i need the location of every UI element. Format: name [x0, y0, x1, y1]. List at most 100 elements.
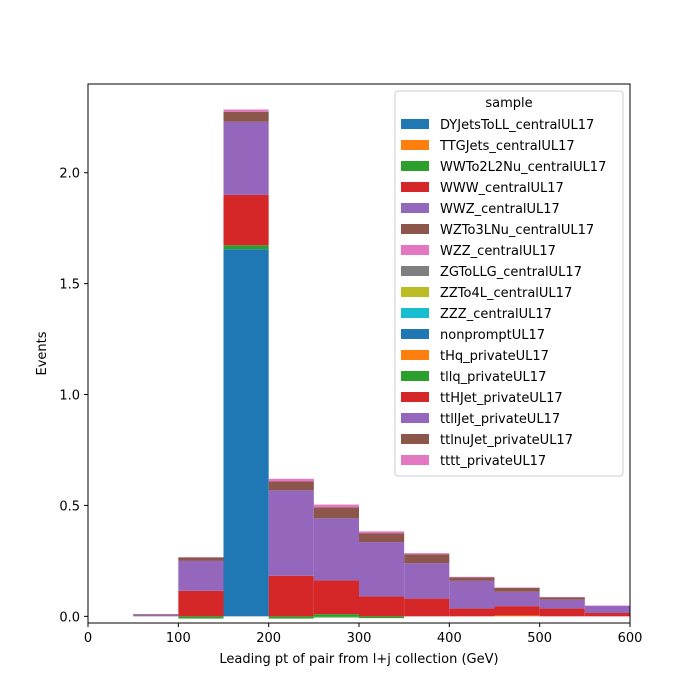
- legend-label: ZZTo4L_centralUL17: [440, 286, 572, 301]
- y-tick-label: 0.5: [59, 499, 80, 514]
- bar-WWZ_centralUL17-bin-0: [133, 614, 179, 617]
- bar-WZZ_centralUL17-bin-5: [359, 531, 405, 534]
- legend-swatch: [401, 266, 429, 276]
- legend-label: ttllJet_privateUL17: [440, 412, 560, 427]
- bar-WZTo3LNu_centralUL17-bin-4: [313, 507, 359, 519]
- bar-WZTo3LNu_centralUL17-bin-5: [359, 533, 405, 543]
- legend-label: WWW_centralUL17: [440, 181, 564, 196]
- x-tick-label: 500: [527, 631, 552, 646]
- bar-WWW_centralUL17-bin-2: [223, 194, 269, 246]
- legend-label: tHq_privateUL17: [440, 349, 549, 364]
- legend-swatch: [401, 203, 429, 213]
- bar-WWW_centralUL17-bin-1: [178, 590, 224, 617]
- bar-negative-bin-1: [178, 616, 224, 619]
- x-tick-label: 100: [166, 631, 191, 646]
- bar-WZZ_centralUL17-bin-2: [223, 109, 269, 112]
- bar-WWZ_centralUL17-bin-6: [404, 563, 450, 599]
- bar-WWW_centralUL17-bin-6: [404, 598, 450, 617]
- legend-swatch: [401, 224, 429, 234]
- bar-WWZ_centralUL17-bin-4: [313, 518, 359, 581]
- legend-label: WWZ_centralUL17: [440, 202, 560, 217]
- legend-swatch: [401, 434, 429, 444]
- stacked-bars: [133, 109, 630, 619]
- bar-WWW_centralUL17-bin-5: [359, 596, 405, 617]
- bar-WZTo3LNu_centralUL17-bin-6: [404, 554, 450, 564]
- bar-WWZ_centralUL17-bin-9: [539, 599, 585, 609]
- bar-DYJetsToLL_centralUL17-bin-2: [223, 249, 269, 617]
- legend-label: WWTo2L2Nu_centralUL17: [440, 160, 606, 175]
- bar-WWW_centralUL17-bin-10: [584, 613, 630, 617]
- legend-label: DYJetsToLL_centralUL17: [440, 118, 594, 133]
- bar-WWZ_centralUL17-bin-10: [584, 605, 630, 614]
- legend-label: ttHJet_privateUL17: [440, 391, 563, 406]
- bar-negative-bin-5: [359, 616, 405, 619]
- bar-WZTo3LNu_centralUL17-bin-2: [223, 111, 269, 122]
- legend-label: ZGToLLG_centralUL17: [440, 265, 582, 280]
- legend-swatch: [401, 119, 429, 129]
- x-tick-label: 600: [618, 631, 643, 646]
- y-tick-label: 2.0: [59, 167, 80, 182]
- x-axis-ticks: 0 100 200 300 400 500 600: [84, 623, 643, 646]
- legend-swatch: [401, 371, 429, 381]
- legend-label: ttlnuJet_privateUL17: [440, 433, 573, 448]
- legend-label: tllq_privateUL17: [440, 370, 546, 385]
- legend-label: tttt_privateUL17: [440, 454, 546, 469]
- bar-WWZ_centralUL17-bin-8: [494, 591, 540, 607]
- legend-swatch: [401, 308, 429, 318]
- bar-WWW_centralUL17-bin-3: [268, 575, 314, 617]
- bar-WWZ_centralUL17-bin-2: [223, 121, 269, 195]
- bar-WZZ_centralUL17-bin-3: [268, 478, 314, 482]
- x-tick-label: 300: [347, 631, 372, 646]
- x-axis-label: Leading pt of pair from l+j collection (…: [219, 652, 498, 667]
- legend-swatch: [401, 140, 429, 150]
- legend-label: WZTo3LNu_centralUL17: [440, 223, 594, 238]
- legend-swatch: [401, 350, 429, 360]
- bar-WWTo2L2Nu_centralUL17-bin-2: [223, 245, 269, 250]
- bar-WWZ_centralUL17-bin-7: [449, 580, 495, 609]
- legend-swatch: [401, 392, 429, 402]
- bar-WZTo3LNu_centralUL17-bin-9: [539, 597, 585, 600]
- legend-swatch: [401, 329, 429, 339]
- legend-label: TTGJets_centralUL17: [439, 139, 575, 154]
- bar-WWZ_centralUL17-bin-5: [359, 542, 405, 597]
- bar-WZTo3LNu_centralUL17-bin-0: [133, 614, 179, 615]
- legend-swatch: [401, 455, 429, 465]
- legend-swatch: [401, 413, 429, 423]
- bar-WWZ_centralUL17-bin-3: [268, 490, 314, 576]
- legend-swatch: [401, 287, 429, 297]
- bar-WWZ_centralUL17-bin-1: [178, 560, 224, 591]
- bar-WWW_centralUL17-bin-9: [539, 608, 585, 617]
- y-axis-label: Events: [35, 331, 50, 375]
- y-tick-label: 0.0: [59, 610, 80, 625]
- legend-label: WZZ_centralUL17: [440, 244, 556, 259]
- bar-WWW_centralUL17-bin-8: [494, 606, 540, 616]
- legend-swatch: [401, 161, 429, 171]
- bar-TTGJets_centralUL17-bin-8: [494, 615, 540, 617]
- legend-label: ZZZ_centralUL17: [440, 307, 552, 322]
- legend-swatch: [401, 182, 429, 192]
- x-tick-label: 0: [84, 631, 92, 646]
- bar-WZTo3LNu_centralUL17-bin-8: [494, 587, 540, 592]
- bar-WZTo3LNu_centralUL17-bin-3: [268, 481, 314, 491]
- y-tick-label: 1.0: [59, 389, 80, 404]
- legend-items: DYJetsToLL_centralUL17 TTGJets_centralUL1…: [401, 118, 606, 469]
- bar-WZZ_centralUL17-bin-4: [313, 504, 359, 508]
- legend: sample DYJetsToLL_centralUL17 TTGJets_cen…: [394, 90, 624, 477]
- bar-WWW_centralUL17-bin-7: [449, 608, 495, 617]
- y-tick-label: 1.5: [59, 278, 80, 293]
- bar-WZTo3LNu_centralUL17-bin-1: [178, 557, 224, 561]
- bar-WWTo2L2Nu_centralUL17-bin-4: [313, 614, 359, 617]
- x-tick-label: 400: [437, 631, 462, 646]
- bar-negative-bin-3: [268, 616, 314, 619]
- bar-WZZ_centralUL17-bin-7: [449, 576, 495, 578]
- legend-title: sample: [485, 96, 532, 111]
- y-axis-ticks: 0.0 0.5 1.0 1.5 2.0: [59, 167, 88, 625]
- legend-swatch: [401, 245, 429, 255]
- legend-box: [394, 90, 624, 477]
- legend-label: nonpromptUL17: [440, 328, 545, 343]
- bar-WZZ_centralUL17-bin-6: [404, 553, 450, 555]
- bar-negative-bin-4: [313, 616, 359, 618]
- bar-WZTo3LNu_centralUL17-bin-7: [449, 577, 495, 581]
- bar-WWW_centralUL17-bin-4: [313, 580, 359, 615]
